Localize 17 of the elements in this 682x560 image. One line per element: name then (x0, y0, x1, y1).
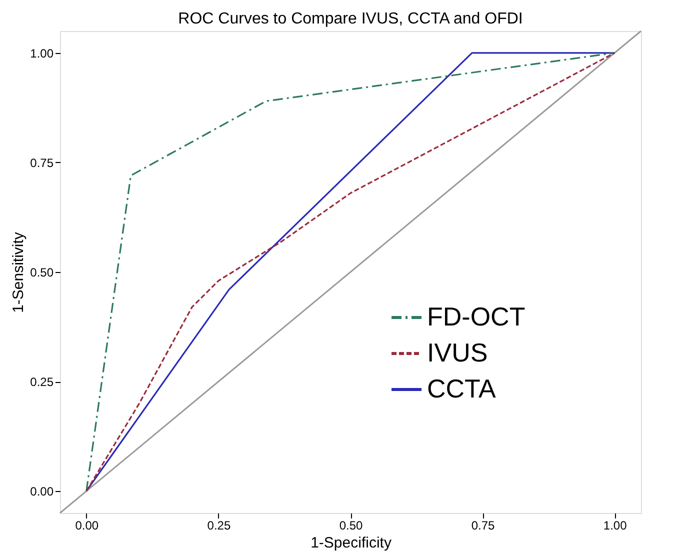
y-tick-label: 0.25 (30, 375, 54, 390)
x-tick-label: 0.50 (339, 518, 363, 532)
x-axis-title: 1-Specificity (310, 534, 392, 552)
x-tick-label: 0.00 (75, 518, 99, 532)
legend-label: FD-OCT (427, 302, 526, 332)
chart-title: ROC Curves to Compare IVUS, CCTA and OFDI (178, 10, 523, 28)
y-tick-label: 1.00 (30, 46, 54, 60)
x-tick-label: 0.25 (207, 518, 231, 532)
legend-label: CCTA (427, 374, 497, 404)
y-axis-title: 1-Sensitivity (10, 232, 28, 313)
y-tick-label: 0.75 (30, 156, 54, 170)
x-tick-label: 1.00 (603, 518, 628, 532)
line-series (86, 52, 616, 492)
y-tick-label: 0.50 (30, 266, 54, 280)
y-tick-label: 0.00 (30, 484, 54, 499)
legend-label: IVUS (427, 338, 488, 368)
x-tick-label: 0.75 (471, 518, 496, 532)
